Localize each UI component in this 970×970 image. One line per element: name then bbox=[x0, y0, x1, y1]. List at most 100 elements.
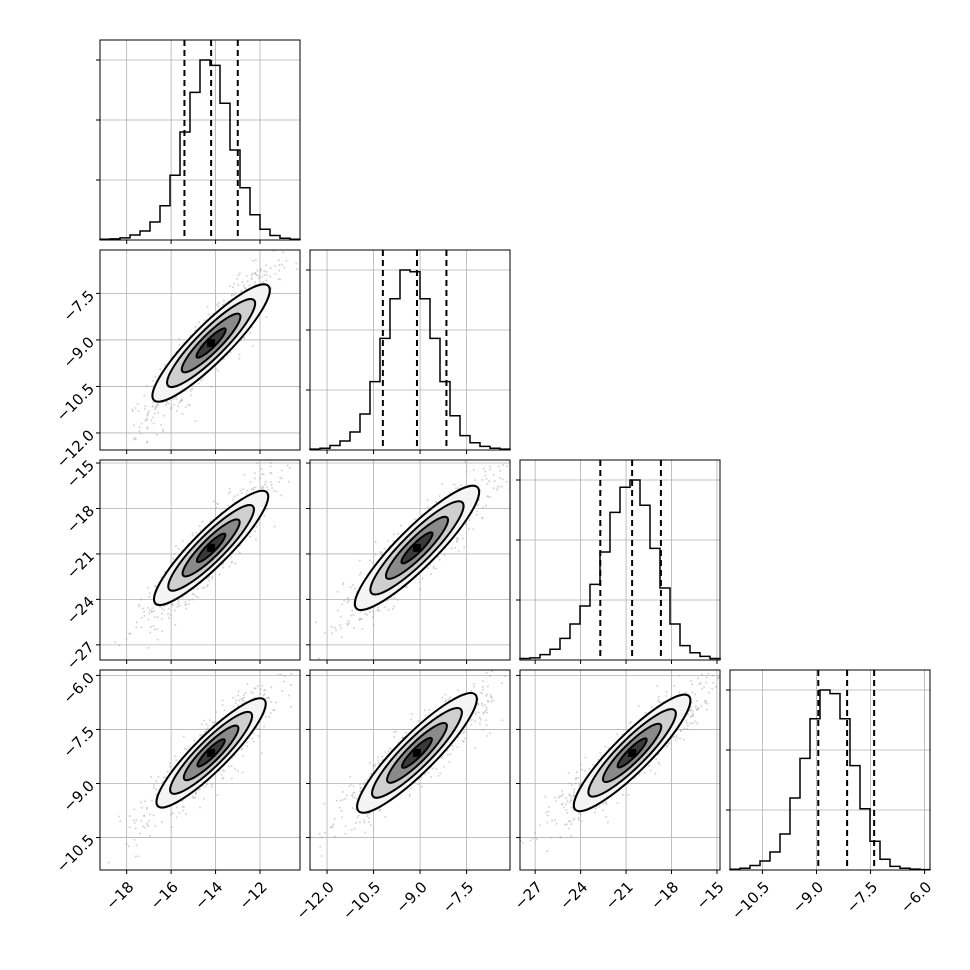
scatter-point bbox=[253, 281, 256, 284]
scatter-point bbox=[522, 841, 525, 844]
scatter-point bbox=[133, 838, 136, 841]
scatter-point bbox=[143, 800, 146, 803]
scatter-point bbox=[351, 610, 354, 613]
scatter-point bbox=[262, 486, 265, 489]
scatter-point bbox=[521, 439, 523, 441]
scatter-point bbox=[331, 825, 334, 828]
scatter-point bbox=[492, 473, 495, 476]
scatter-point bbox=[273, 489, 276, 492]
scatter-point bbox=[358, 573, 361, 576]
scatter-point bbox=[269, 471, 272, 474]
scatter-point bbox=[365, 779, 368, 782]
scatter-point bbox=[371, 616, 374, 619]
scatter-point bbox=[261, 473, 264, 476]
scatter-point bbox=[489, 496, 492, 499]
scatter-point bbox=[259, 486, 262, 489]
scatter-point bbox=[330, 625, 333, 628]
scatter-point bbox=[263, 693, 266, 696]
scatter-point bbox=[485, 706, 488, 709]
scatter-point bbox=[354, 587, 357, 590]
scatter-point bbox=[479, 722, 482, 725]
scatter-point bbox=[154, 408, 157, 411]
scatter-point bbox=[482, 467, 485, 470]
scatter-point bbox=[443, 553, 446, 556]
scatter-point bbox=[147, 586, 150, 589]
scatter-point bbox=[157, 775, 160, 778]
scatter-point bbox=[363, 781, 366, 784]
scatter-point bbox=[253, 472, 256, 475]
scatter-point bbox=[473, 682, 476, 685]
scatter-point bbox=[417, 720, 420, 723]
scatter-point bbox=[161, 630, 164, 633]
scatter-point bbox=[144, 405, 147, 408]
scatter-point bbox=[217, 305, 220, 308]
scatter-point bbox=[387, 608, 390, 611]
scatter-point bbox=[260, 752, 263, 755]
scatter-point bbox=[421, 577, 424, 580]
scatter-point bbox=[138, 605, 141, 608]
panel-frame bbox=[99, 459, 301, 661]
scatter-point bbox=[279, 476, 282, 479]
scatter-point bbox=[394, 730, 397, 733]
scatter-point bbox=[273, 709, 276, 712]
scatter-point bbox=[190, 394, 193, 397]
scatter-point bbox=[417, 783, 420, 786]
scatter-point bbox=[340, 627, 343, 630]
scatter-point bbox=[128, 826, 131, 829]
scatter-point bbox=[118, 644, 121, 647]
scatter-point bbox=[368, 761, 371, 764]
scatter-point bbox=[442, 765, 445, 768]
scatter-point bbox=[228, 284, 231, 287]
contour-line bbox=[166, 298, 257, 389]
scatter-point bbox=[384, 751, 387, 754]
x-tick-label: −12 bbox=[236, 878, 271, 913]
scatter-point bbox=[573, 791, 576, 794]
scatter-point bbox=[170, 406, 173, 409]
scatter-point bbox=[408, 794, 411, 797]
scatter-point bbox=[378, 808, 381, 811]
scatter-point bbox=[233, 293, 236, 296]
scatter-point bbox=[343, 599, 346, 602]
scatter-point bbox=[243, 286, 246, 289]
scatter-point bbox=[548, 400, 550, 402]
scatter-point bbox=[166, 770, 169, 773]
scatter-point bbox=[198, 806, 201, 809]
scatter-point bbox=[144, 408, 147, 411]
scatter-point bbox=[265, 316, 268, 319]
scatter-point bbox=[253, 271, 256, 274]
scatter-point bbox=[505, 480, 508, 483]
histogram-panel-0 bbox=[96, 39, 301, 244]
scatter-point bbox=[657, 695, 660, 698]
scatter-point bbox=[486, 699, 489, 702]
scatter-point bbox=[450, 547, 453, 550]
scatter-point bbox=[489, 693, 492, 696]
scatter-point bbox=[686, 724, 689, 727]
scatter-point bbox=[175, 759, 178, 762]
scatter-point bbox=[505, 453, 507, 455]
scatter-point bbox=[477, 703, 480, 706]
scatter-point bbox=[451, 744, 454, 747]
density-layer bbox=[520, 672, 720, 853]
scatter-point bbox=[129, 632, 132, 635]
scatter-point bbox=[250, 488, 253, 491]
scatter-point bbox=[577, 776, 580, 779]
scatter-point bbox=[270, 472, 273, 475]
scatter-point bbox=[147, 825, 150, 828]
scatter-point bbox=[481, 517, 484, 520]
scatter-point bbox=[173, 552, 176, 555]
scatter-point bbox=[150, 775, 153, 778]
scatter-point bbox=[262, 694, 265, 697]
contour-line bbox=[353, 484, 481, 611]
scatter-point bbox=[481, 478, 484, 481]
scatter-point bbox=[236, 277, 239, 280]
scatter-point bbox=[256, 269, 259, 272]
scatter-point bbox=[577, 816, 580, 819]
scatter-point bbox=[148, 595, 151, 598]
scatter-point bbox=[380, 553, 383, 556]
panel-frame bbox=[99, 669, 301, 871]
scatter-point bbox=[134, 827, 137, 830]
scatter-point bbox=[408, 793, 411, 796]
scatter-point bbox=[176, 605, 179, 608]
scatter-point bbox=[206, 725, 209, 728]
scatter-point bbox=[341, 798, 344, 801]
